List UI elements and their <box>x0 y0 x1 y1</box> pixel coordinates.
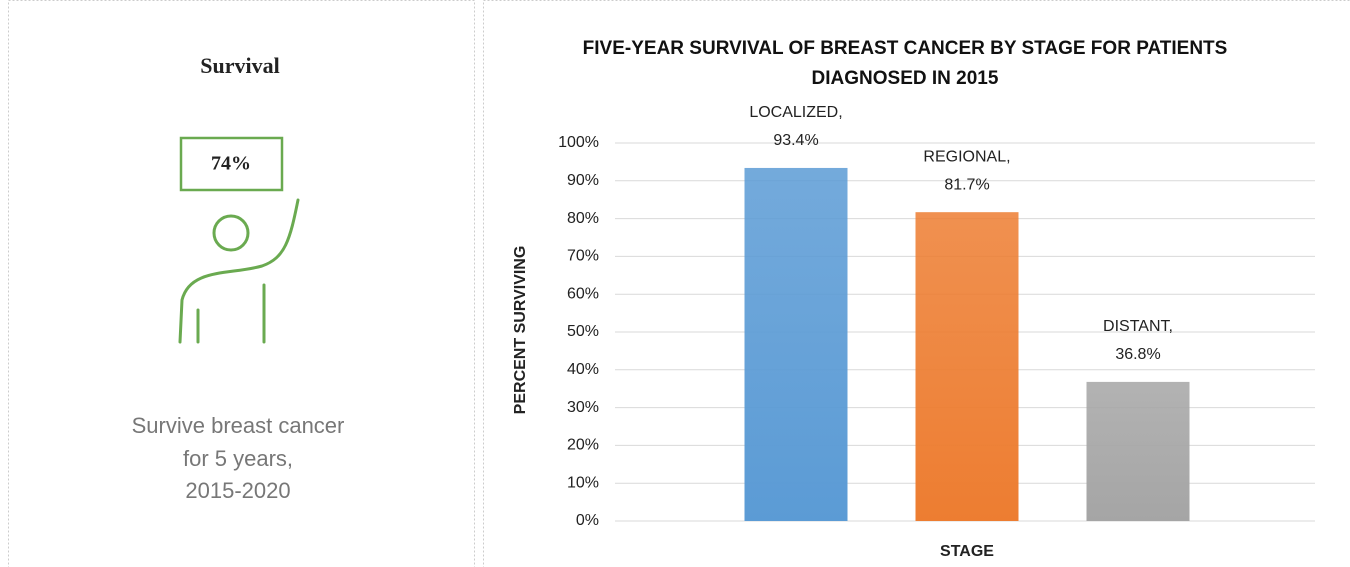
y-tick-label: 30% <box>567 399 599 416</box>
y-tick-label: 100% <box>558 134 599 151</box>
x-axis-label: STAGE <box>940 543 994 560</box>
data-label-value: 81.7% <box>944 176 989 193</box>
y-tick-label: 0% <box>576 512 599 529</box>
stat-box <box>179 136 284 192</box>
caption-line: 2015-2020 <box>185 478 290 503</box>
bar <box>915 212 1019 521</box>
panel-title: Survival <box>200 53 279 78</box>
data-label-category: LOCALIZED, <box>749 104 842 121</box>
y-tick-label: 20% <box>567 437 599 454</box>
y-tick-label: 90% <box>567 172 599 189</box>
y-tick-label: 10% <box>567 474 599 491</box>
stat: 74% <box>211 153 251 175</box>
data-label-category: DISTANT, <box>1103 318 1173 335</box>
bar <box>1086 381 1190 521</box>
y-axis-label: PERCENT SURVIVING <box>512 246 529 415</box>
y-tick-label: 70% <box>567 248 599 265</box>
right-panel <box>483 0 1350 567</box>
chart-title: FIVE-YEAR SURVIVAL OF BREAST CANCER BY S… <box>582 38 1228 89</box>
left-panel <box>8 0 475 567</box>
data-label-value: 36.8% <box>1115 346 1160 363</box>
y-tick-label: 60% <box>567 285 599 302</box>
data-label-category: REGIONAL, <box>923 148 1010 165</box>
caption-line: Survive breast cancer <box>132 413 345 438</box>
y-tick-label: 40% <box>567 361 599 378</box>
person-icon <box>178 198 300 344</box>
y-tick-label: 50% <box>567 323 599 340</box>
caption-line: for 5 years, <box>183 446 293 471</box>
data-label-value: 93.4% <box>773 132 818 149</box>
bar <box>744 167 848 521</box>
y-tick-label: 80% <box>567 210 599 227</box>
